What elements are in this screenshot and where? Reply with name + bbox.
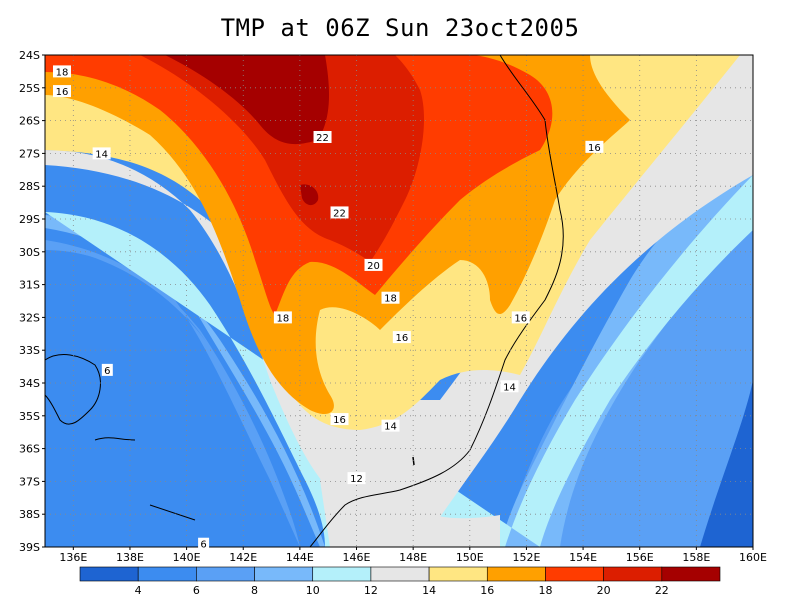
svg-text:16: 16 [588, 143, 601, 154]
svg-text:16: 16 [333, 415, 346, 426]
coastline [309, 55, 564, 547]
colorbar-label: 14 [422, 584, 436, 597]
lat-label: 25S [19, 82, 40, 95]
lon-label: 146E [343, 551, 371, 564]
colorbar-swatch [312, 566, 372, 582]
lat-label: 38S [19, 508, 40, 521]
svg-text:16: 16 [395, 333, 408, 344]
contour-label: 16 [52, 85, 71, 98]
lon-label: 144E [286, 551, 314, 564]
colorbar-swatch [545, 566, 604, 582]
lon-label: 160E [739, 551, 767, 564]
colorbar-label: 20 [597, 584, 611, 597]
longitude-axis: 136E 138E 140E 142E 144E 146E 148E 150E 152E 154E… [59, 547, 767, 564]
lat-label: 27S [19, 147, 40, 160]
svg-text:16: 16 [514, 313, 527, 324]
svg-text:6: 6 [104, 366, 110, 377]
latitude-axis: 24S 25S 26S 27S 28S 29S 30S 31S 32S 33S 34S 35S 36S 3… [19, 49, 45, 554]
lat-label: 32S [19, 311, 40, 324]
contour-label: 12 [347, 472, 366, 485]
lon-label: 140E [173, 551, 201, 564]
colorbar-swatch [196, 566, 255, 582]
svg-text:16: 16 [56, 87, 69, 98]
contour-label: 16 [511, 311, 530, 324]
svg-text:14: 14 [95, 149, 108, 160]
colorbar-label: 16 [480, 584, 494, 597]
contour-labels: 18 16 14 22 22 20 18 18 16 16 16 14 16 14 12 6 6 [52, 65, 604, 551]
colorbar-swatch [603, 566, 663, 582]
colorbar: 4 6 8 10 12 14 16 18 20 22 [79, 566, 721, 597]
contour-label: 6 [198, 537, 210, 551]
lat-label: 26S [19, 115, 40, 128]
colorbar-label: 12 [364, 584, 378, 597]
lat-label: 30S [19, 246, 40, 259]
colorbar-label: 10 [306, 584, 320, 597]
colorbar-label: 6 [193, 584, 200, 597]
svg-text:22: 22 [316, 133, 329, 144]
svg-text:14: 14 [384, 422, 397, 433]
contour-label: 14 [381, 419, 400, 433]
svg-text:18: 18 [277, 313, 290, 324]
colorbar-label: 22 [655, 584, 669, 597]
lon-label: 158E [682, 551, 710, 564]
colorbar-swatch [661, 566, 721, 582]
svg-text:6: 6 [200, 540, 206, 551]
colorbar-swatch [79, 566, 139, 582]
svg-text:18: 18 [384, 294, 397, 305]
grid-lines [45, 55, 753, 547]
lon-label: 138E [116, 551, 144, 564]
lon-label: 148E [399, 551, 427, 564]
contour-label: 14 [92, 147, 111, 160]
contour-label: 16 [585, 140, 604, 154]
svg-text:18: 18 [56, 67, 69, 78]
lon-label: 152E [512, 551, 540, 564]
lat-label: 24S [19, 49, 40, 62]
map-frame [44, 54, 754, 548]
colorbar-swatch [486, 566, 546, 582]
band-20 [140, 55, 425, 262]
colorbar-swatch [428, 566, 488, 582]
contour-label: 22 [313, 131, 332, 144]
lon-label: 150E [456, 551, 484, 564]
lon-label: 154E [569, 551, 597, 564]
lat-label: 37S [19, 475, 40, 488]
colorbar-swatch [254, 566, 314, 582]
colorbar-label: 8 [251, 584, 258, 597]
band-22 [165, 55, 330, 145]
contour-label: 14 [500, 380, 519, 393]
colorbar-swatch [370, 566, 430, 582]
lat-label: 31S [19, 279, 40, 292]
contour-label: 6 [101, 363, 113, 377]
lon-label: 156E [626, 551, 654, 564]
lon-label: 142E [229, 551, 257, 564]
lat-label: 36S [19, 443, 40, 456]
contour-label: 16 [392, 331, 411, 344]
lon-label: 136E [59, 551, 87, 564]
colorbar-label: 4 [135, 584, 142, 597]
lat-label: 29S [19, 213, 40, 226]
lat-label: 35S [19, 410, 40, 423]
lat-label: 39S [19, 541, 40, 554]
contour-label: 20 [364, 258, 383, 272]
contour-label: 18 [381, 291, 400, 305]
svg-text:20: 20 [367, 261, 380, 272]
colorbar-label: 18 [538, 584, 552, 597]
contour-label: 18 [52, 65, 71, 78]
colorbar-swatch [137, 566, 197, 582]
lat-label: 34S [19, 377, 40, 390]
band-10 [45, 175, 753, 547]
svg-text:14: 14 [503, 382, 516, 393]
contour-label: 16 [330, 413, 349, 426]
chart-title: TMP at 06Z Sun 23oct2005 [220, 14, 580, 42]
contour-label: 18 [273, 311, 292, 324]
svg-text:22: 22 [333, 208, 346, 219]
lat-label: 28S [19, 180, 40, 193]
contour-label: 22 [330, 206, 349, 219]
lat-label: 33S [19, 344, 40, 357]
svg-text:12: 12 [350, 474, 363, 485]
